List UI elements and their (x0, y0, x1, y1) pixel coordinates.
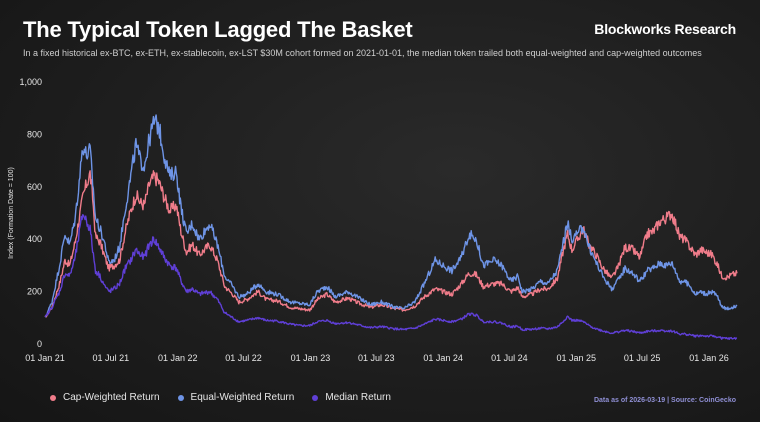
x-tick-label: 01 Jul 22 (225, 353, 262, 363)
x-tick-label: 01 Jul 25 (624, 353, 661, 363)
series-line-median-return (44, 213, 738, 341)
legend-item-cap[interactable]: Cap-Weighted Return (50, 392, 160, 403)
legend-dot-cap (50, 394, 56, 401)
y-axis-ticks: 0 200 400 600 800 1,000 (19, 77, 42, 349)
x-tick-label: 01 Jul 21 (93, 353, 130, 363)
y-tick-label: 400 (27, 234, 42, 244)
chart-legend: Cap-Weighted Return Equal-Weighted Retur… (50, 392, 391, 403)
y-tick-label: 0 (37, 339, 42, 349)
legend-label-cap: Cap-Weighted Return (63, 392, 160, 403)
series-line-equal-weighted-return (44, 114, 738, 318)
x-tick-label: 01 Jul 23 (358, 353, 395, 363)
y-axis-title: Index (Formation Date = 100) (8, 167, 15, 259)
x-axis-ticks: 01 Jan 21 01 Jul 21 01 Jan 22 01 Jul 22 01 J… (25, 353, 729, 363)
legend-item-equal[interactable]: Equal-Weighted Return (177, 392, 295, 403)
series-lines (44, 114, 738, 341)
legend-label-equal: Equal-Weighted Return (190, 392, 295, 403)
y-tick-label: 800 (27, 129, 42, 139)
chart-subtitle: In a fixed historical ex-BTC, ex-ETH, ex… (23, 48, 702, 58)
x-tick-label: 01 Jan 21 (25, 353, 65, 363)
legend-label-median: Median Return (325, 392, 391, 403)
chart-title: The Typical Token Lagged The Basket (23, 17, 413, 42)
y-tick-label: 1,000 (19, 77, 42, 87)
legend-dot-median (312, 394, 319, 401)
legend-dot-equal (177, 394, 184, 401)
y-tick-label: 600 (27, 182, 42, 192)
y-tick-label: 200 (27, 287, 42, 297)
brand-logo-text: Blockworks Research (594, 21, 736, 37)
x-tick-label: 01 Jan 24 (423, 353, 463, 363)
x-tick-label: 01 Jul 24 (491, 353, 528, 363)
series-line-cap-weighted-return (44, 170, 738, 318)
source-note: Data as of 2026-03-19 | Source: CoinGeck… (593, 397, 736, 404)
x-tick-label: 01 Jan 22 (158, 353, 198, 363)
x-tick-label: 01 Jan 23 (291, 353, 331, 363)
x-tick-label: 01 Jan 26 (689, 353, 729, 363)
x-tick-label: 01 Jan 25 (556, 353, 596, 363)
legend-item-median[interactable]: Median Return (312, 392, 391, 403)
